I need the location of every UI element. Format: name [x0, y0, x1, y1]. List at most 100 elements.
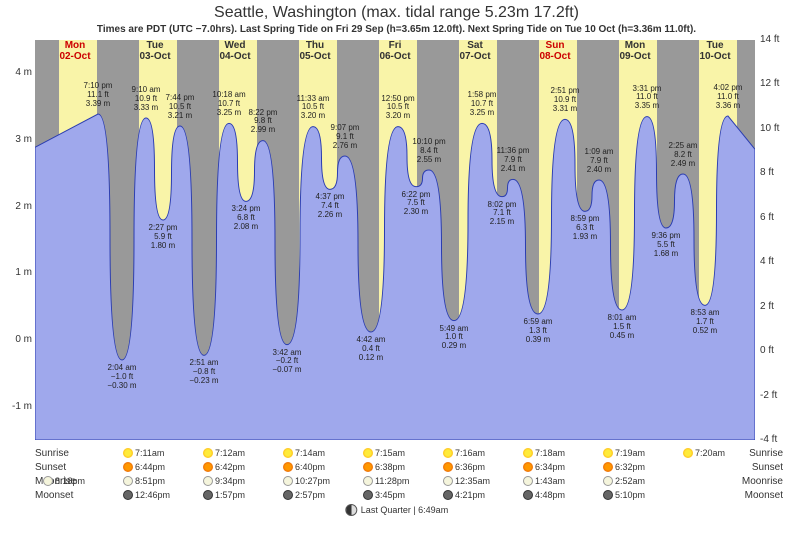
moon-rise-icon	[523, 476, 533, 486]
row-moonset-cell: 2:57pm	[283, 490, 353, 500]
row-sunset-cell: 6:36pm	[443, 462, 513, 472]
moon-set-icon	[443, 490, 453, 500]
sun-rise-icon	[363, 448, 373, 458]
y-tick-right: 0 ft	[760, 345, 790, 356]
last-quarter-text: Last Quarter | 6:49am	[361, 505, 448, 515]
row-moonrise-cell: 10:27pm	[283, 476, 353, 486]
sun-set-icon	[283, 462, 293, 472]
row-moonset-cell: 4:21pm	[443, 490, 513, 500]
sunrise-label-right: Sunrise	[749, 448, 783, 459]
last-quarter: Last Quarter | 6:49am	[345, 504, 448, 516]
row-sunset-time: 6:40pm	[295, 462, 325, 472]
sun-rise-icon	[443, 448, 453, 458]
moon-rise-icon	[443, 476, 453, 486]
row-sunset-time: 6:44pm	[135, 462, 165, 472]
row-sunrise-cell: 7:12am	[203, 448, 273, 458]
y-tick-right: 2 ft	[760, 301, 790, 312]
sun-rise-icon	[603, 448, 613, 458]
moon-set-icon	[363, 490, 373, 500]
row-sunrise-cell: 7:11am	[123, 448, 193, 458]
y-tick-right: 14 ft	[760, 34, 790, 45]
sun-rise-icon	[203, 448, 213, 458]
row-moonrise-cell: 8:18pm	[43, 476, 113, 486]
row-moonrise-time: 12:35am	[455, 476, 490, 486]
row-sunrise-time: 7:20am	[695, 448, 725, 458]
sunrise-label: Sunrise	[35, 448, 69, 459]
y-tick-right: -4 ft	[760, 434, 790, 445]
day-header: Sat07-Oct	[451, 40, 499, 62]
moon-rise-icon	[123, 476, 133, 486]
sun-set-icon	[123, 462, 133, 472]
y-tick-left: 0 m	[2, 334, 32, 345]
sun-rise-icon	[283, 448, 293, 458]
row-moonrise-time: 8:51pm	[135, 476, 165, 486]
sun-set-icon	[203, 462, 213, 472]
day-header: Thu05-Oct	[291, 40, 339, 62]
row-sunset-time: 6:36pm	[455, 462, 485, 472]
sun-rise-icon	[523, 448, 533, 458]
row-moonrise-time: 8:18pm	[55, 476, 85, 486]
y-tick-right: 12 ft	[760, 78, 790, 89]
row-sunset-cell: 6:44pm	[123, 462, 193, 472]
last-quarter-icon	[345, 504, 357, 516]
row-moonset-cell: 3:45pm	[363, 490, 433, 500]
row-sunset-cell: 6:40pm	[283, 462, 353, 472]
day-header: Mon09-Oct	[611, 40, 659, 62]
row-sunrise-cell: 7:14am	[283, 448, 353, 458]
row-sunset-time: 6:42pm	[215, 462, 245, 472]
row-moonrise-cell: 9:34pm	[203, 476, 273, 486]
row-sunset-time: 6:32pm	[615, 462, 645, 472]
tide-chart: 7:10 pm11.1 ft3.39 m2:04 am−1.0 ft−0.30 …	[35, 40, 755, 440]
day-header: Tue10-Oct	[691, 40, 739, 62]
row-sunrise-time: 7:18am	[535, 448, 565, 458]
moon-set-icon	[203, 490, 213, 500]
sunset-label-right: Sunset	[752, 462, 783, 473]
moon-set-icon	[523, 490, 533, 500]
row-sunrise-time: 7:14am	[295, 448, 325, 458]
moon-set-icon	[603, 490, 613, 500]
row-sunrise-time: 7:16am	[455, 448, 485, 458]
day-header: Wed04-Oct	[211, 40, 259, 62]
moonset-label: Moonset	[35, 490, 73, 501]
tide-curve	[35, 40, 755, 440]
row-moonset-time: 3:45pm	[375, 490, 405, 500]
y-tick-right: 4 ft	[760, 256, 790, 267]
moonrise-label-right: Moonrise	[742, 476, 783, 487]
sun-rise-icon	[123, 448, 133, 458]
row-moonset-time: 5:10pm	[615, 490, 645, 500]
row-sunrise-cell: 7:15am	[363, 448, 433, 458]
chart-title: Seattle, Washington (max. tidal range 5.…	[0, 0, 793, 22]
sun-set-icon	[603, 462, 613, 472]
row-moonset-time: 2:57pm	[295, 490, 325, 500]
row-moonrise-time: 10:27pm	[295, 476, 330, 486]
sun-set-icon	[443, 462, 453, 472]
sun-set-icon	[523, 462, 533, 472]
y-tick-left: 2 m	[2, 201, 32, 212]
day-header: Mon02-Oct	[51, 40, 99, 62]
sun-rise-icon	[683, 448, 693, 458]
row-moonset-cell: 5:10pm	[603, 490, 673, 500]
y-tick-right: 8 ft	[760, 167, 790, 178]
moon-set-icon	[123, 490, 133, 500]
row-moonrise-time: 11:28pm	[375, 476, 409, 486]
row-moonrise-cell: 1:43am	[523, 476, 593, 486]
row-sunset-cell: 6:42pm	[203, 462, 273, 472]
row-moonset-cell: 1:57pm	[203, 490, 273, 500]
row-moonset-time: 4:48pm	[535, 490, 565, 500]
row-sunrise-time: 7:19am	[615, 448, 645, 458]
row-moonset-time: 4:21pm	[455, 490, 485, 500]
row-sunrise-cell: 7:20am	[683, 448, 753, 458]
day-header: Sun08-Oct	[531, 40, 579, 62]
sun-set-icon	[363, 462, 373, 472]
moonset-label-right: Moonset	[745, 490, 783, 501]
row-moonrise-cell: 12:35am	[443, 476, 513, 486]
day-header: Fri06-Oct	[371, 40, 419, 62]
row-sunset-time: 6:38pm	[375, 462, 405, 472]
y-tick-left: 1 m	[2, 267, 32, 278]
row-moonrise-cell: 8:51pm	[123, 476, 193, 486]
row-moonset-time: 1:57pm	[215, 490, 245, 500]
row-moonrise-cell: 2:52am	[603, 476, 673, 486]
row-sunset-time: 6:34pm	[535, 462, 565, 472]
row-sunrise-cell: 7:18am	[523, 448, 593, 458]
moon-set-icon	[283, 490, 293, 500]
